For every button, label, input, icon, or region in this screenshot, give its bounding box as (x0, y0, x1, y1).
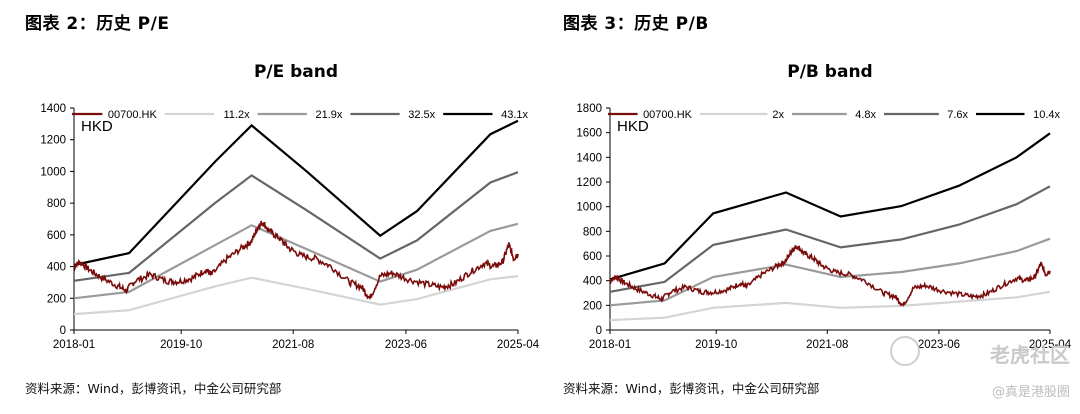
x-tick-label: 2018-01 (53, 339, 95, 351)
unit-label: HKD (617, 118, 649, 135)
y-tick-label: 1400 (576, 152, 602, 164)
y-tick-label: 1800 (576, 103, 602, 115)
band-line-32.5x (73, 171, 519, 282)
x-tick-label: 2023-06 (385, 339, 427, 351)
x-tick-label: 2021-08 (806, 339, 848, 351)
figure-title: 图表 3：历史 P/B (563, 14, 709, 34)
legend-label: 00700.HK (108, 109, 158, 121)
tiger-logo-icon (890, 336, 920, 366)
y-tick-label: 1200 (40, 135, 66, 147)
x-tick-label: 2021-08 (272, 339, 314, 351)
y-tick-label: 400 (47, 262, 66, 274)
y-tick-label: 0 (596, 325, 602, 337)
band-line-43.1x (73, 119, 519, 267)
pe-figure-panel: 图表 2：历史 P/E P/E band 0 200 400 600 800 1000 120… (25, 14, 540, 396)
x-tick-label: 2025-04 (1029, 339, 1072, 351)
legend-label: 21.9x (315, 109, 342, 121)
x-tick-label: 2023-06 (918, 339, 960, 351)
y-tick-label: 400 (583, 276, 602, 288)
chart-title: P/B band (787, 62, 872, 82)
chart-title: P/E band (254, 62, 338, 82)
legend-label: 4.8x (855, 109, 876, 121)
figure-title: 图表 2：历史 P/E (25, 14, 170, 34)
legend-label: 43.1x (501, 109, 528, 121)
y-tick-label: 1400 (40, 103, 66, 115)
band-line-4.8x (609, 237, 1051, 307)
legend-label: 11.2x (224, 109, 251, 121)
y-tick-label: 200 (583, 300, 602, 312)
band-line-21.9x (73, 222, 519, 300)
y-tick-label: 800 (583, 226, 602, 238)
y-tick-label: 600 (47, 230, 66, 242)
legend-label: 32.5x (408, 109, 435, 121)
x-tick-label: 2019-10 (695, 339, 737, 351)
legend-label: 10.4x (1033, 109, 1060, 121)
y-tick-label: 1000 (40, 166, 66, 178)
y-tick-label: 1600 (576, 128, 602, 140)
unit-label: HKD (81, 118, 113, 135)
legend-label: 00700.HK (643, 109, 693, 121)
x-tick-label: 2025-04 (497, 339, 540, 351)
y-tick-label: 200 (47, 293, 66, 305)
legend-label: 7.6x (947, 109, 968, 121)
price-line-00700 (609, 244, 1051, 307)
price-line-00700 (73, 220, 519, 301)
pe-band-chart: P/E band 0 200 400 600 800 1000 1200 1400 2018-01… (40, 62, 540, 351)
band-line-2x (609, 290, 1051, 322)
y-tick-label: 1200 (576, 177, 602, 189)
x-tick-label: 2019-10 (160, 339, 202, 351)
pb-band-chart: P/B band 0 200 400 600 800 1000 1200 1400 1600 180… (576, 62, 1072, 351)
legend-label: 2x (772, 109, 784, 121)
watermark-logo-text: 老虎社区 (990, 343, 1070, 367)
y-tick-label: 0 (60, 325, 66, 337)
watermark-handle: @真是港股圈 (991, 385, 1070, 400)
band-line-10.4x (609, 132, 1051, 281)
source-note: 资料来源：Wind，彭博资讯，中金公司研究部 (25, 381, 282, 396)
y-tick-label: 600 (583, 251, 602, 263)
y-tick-label: 800 (47, 198, 66, 210)
y-tick-label: 1000 (576, 202, 602, 214)
x-tick-label: 2018-01 (589, 339, 631, 351)
pb-figure-panel: 图表 3：历史 P/B P/B band 0 200 400 600 800 1000 120… (540, 0, 1080, 414)
source-note: 资料来源：Wind，彭博资讯，中金公司研究部 (563, 381, 820, 396)
band-line-11.2x (73, 275, 519, 316)
band-line-7.6x (609, 185, 1051, 293)
